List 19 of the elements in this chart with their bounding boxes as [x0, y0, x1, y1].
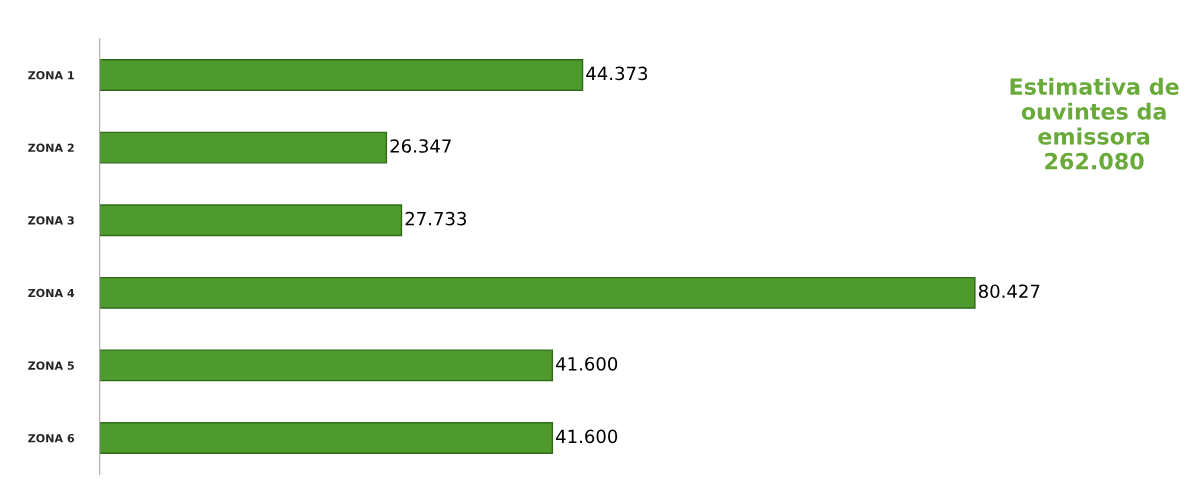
data-label: 44.373	[586, 66, 648, 81]
y-tick-label: ZONA 4	[28, 288, 75, 298]
data-label: 27.733	[405, 211, 466, 226]
bar	[99, 204, 403, 237]
bar	[99, 131, 388, 164]
y-tick-label: ZONA 6	[28, 433, 75, 443]
y-tick-label: ZONA 2	[28, 143, 74, 152]
data-label: 41.600	[556, 357, 618, 371]
data-label: 80.427	[978, 284, 1040, 299]
bar	[99, 349, 554, 382]
y-tick-label: ZONA 1	[28, 70, 74, 80]
bar	[99, 422, 554, 454]
bar	[99, 276, 976, 309]
data-label: 26.347	[390, 139, 451, 153]
text: Estimativa de ouvintes da emissora 262.080	[1010, 77, 1179, 170]
y-tick-label: ZONA 3	[28, 216, 74, 225]
bar	[99, 59, 584, 91]
data-label: 41.600	[556, 429, 618, 444]
y-tick-label: ZONA 5	[28, 361, 74, 370]
